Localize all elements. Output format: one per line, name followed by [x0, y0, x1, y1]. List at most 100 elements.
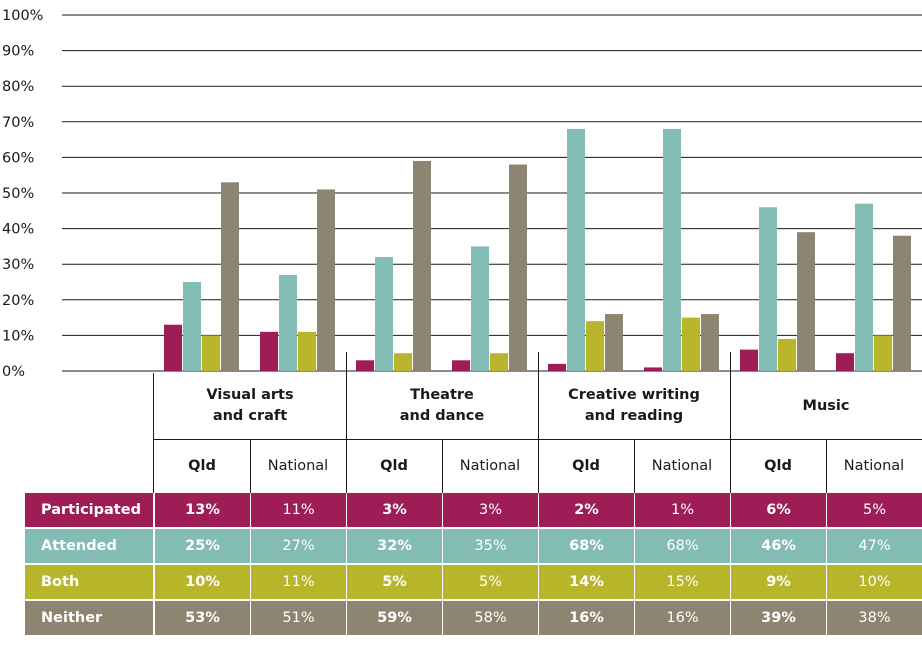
data-label: 10% — [155, 565, 250, 599]
data-label: 13% — [155, 493, 250, 527]
data-label: 53% — [155, 601, 250, 635]
group-label: Qld — [188, 458, 216, 474]
data-label: 5% — [347, 565, 442, 599]
data-label: 58% — [443, 601, 538, 635]
data-label: 5% — [827, 493, 922, 527]
bar-attended-0 — [183, 282, 201, 371]
data-label: 68% — [539, 529, 634, 563]
subheader-border — [826, 439, 827, 493]
data-label: 5% — [443, 565, 538, 599]
bar-participated-6 — [740, 349, 758, 371]
group-label: National — [459, 458, 521, 474]
data-label: 10% — [827, 565, 922, 599]
bar-participated-7 — [836, 353, 854, 371]
bar-attended-1 — [279, 274, 297, 371]
y-tick-label: 10% — [2, 328, 34, 344]
group-label: Qld — [572, 458, 600, 474]
header-border — [730, 373, 731, 493]
bar-both-6 — [778, 338, 796, 371]
row-label: Both — [25, 565, 153, 599]
data-label: 68% — [635, 529, 730, 563]
bar-neither-2 — [413, 160, 431, 371]
bar-participated-2 — [356, 360, 374, 371]
table-row-attended: Attended 25% 27% 32% 35% 68% 68% 46% 47% — [25, 529, 922, 563]
data-label: 35% — [443, 529, 538, 563]
bar-neither-5 — [701, 314, 719, 371]
category-header-row: Visual arts and craft Theatre and dance Cr… — [154, 373, 922, 439]
bar-attended-5 — [663, 128, 681, 371]
bar-neither-7 — [893, 235, 911, 371]
header-border — [538, 373, 539, 493]
subheader-border — [250, 439, 251, 493]
category-label: Creative writing and reading — [568, 387, 700, 424]
y-tick-label: 20% — [2, 293, 34, 309]
bar-neither-4 — [605, 314, 623, 371]
y-tick-label: 90% — [2, 44, 34, 60]
bar-attended-6 — [759, 207, 777, 371]
bar-chart: 0% 10% 20% 30% 40% 50% 60% 70% 80% 90% 100% — [2, 8, 922, 380]
bar-both-4 — [586, 321, 604, 371]
bar-both-3 — [490, 353, 508, 371]
bar-participated-3 — [452, 360, 470, 371]
category-label: Visual arts and craft — [206, 387, 294, 424]
category-label: Music — [802, 397, 850, 414]
data-label: 1% — [635, 493, 730, 527]
bar-attended-3 — [471, 246, 489, 371]
bar-neither-1 — [317, 189, 335, 371]
header-border — [346, 373, 347, 493]
row-label: Participated — [25, 493, 153, 527]
bar-participated-1 — [260, 331, 278, 371]
bar-both-5 — [682, 317, 700, 371]
data-label: 16% — [539, 601, 634, 635]
data-label: 11% — [251, 493, 346, 527]
data-label: 11% — [251, 565, 346, 599]
subheader-border — [442, 439, 443, 493]
data-label: 2% — [539, 493, 634, 527]
group-label: Qld — [380, 458, 408, 474]
group-label: National — [843, 458, 905, 474]
data-label: 51% — [251, 601, 346, 635]
bar-attended-4 — [567, 128, 585, 371]
row-label: Neither — [25, 601, 153, 635]
data-label: 3% — [347, 493, 442, 527]
bar-participated-0 — [164, 324, 182, 371]
data-label: 32% — [347, 529, 442, 563]
bar-both-2 — [394, 353, 412, 371]
y-tick-label: 80% — [2, 79, 34, 95]
group-label: Qld — [764, 458, 792, 474]
data-label: 14% — [539, 565, 634, 599]
y-tick-label: 50% — [2, 186, 34, 202]
data-label: 27% — [251, 529, 346, 563]
y-tick-label: 100% — [2, 8, 43, 24]
data-label: 39% — [731, 601, 826, 635]
bar-attended-2 — [375, 257, 393, 371]
data-label: 47% — [827, 529, 922, 563]
subheader-border — [634, 439, 635, 493]
data-label: 25% — [155, 529, 250, 563]
data-label: 46% — [731, 529, 826, 563]
bar-both-0 — [202, 335, 220, 371]
data-label: 3% — [443, 493, 538, 527]
table-row-both: Both 10% 11% 5% 5% 14% 15% 9% 10% — [25, 565, 922, 599]
bar-attended-7 — [855, 203, 873, 371]
bar-participated-5 — [644, 367, 662, 371]
data-label: 6% — [731, 493, 826, 527]
data-label: 38% — [827, 601, 922, 635]
y-tick-label: 0% — [2, 364, 25, 380]
group-label: National — [651, 458, 713, 474]
table-row-participated: Participated 13% 11% 3% 3% 2% 1% 6% 5% — [25, 493, 922, 527]
data-label: 16% — [635, 601, 730, 635]
group-header-row: Qld National Qld National Qld National Qld Nati… — [154, 439, 922, 493]
row-label: Attended — [25, 529, 153, 563]
data-label: 59% — [347, 601, 442, 635]
y-tick-label: 70% — [2, 115, 34, 131]
table-row-neither: Neither 53% 51% 59% 58% 16% 16% 39% 38% — [25, 601, 922, 635]
header-border-left — [153, 373, 154, 493]
bar-neither-0 — [221, 182, 239, 371]
bar-neither-3 — [509, 164, 527, 371]
bar-participated-4 — [548, 363, 566, 371]
category-label: Theatre and dance — [399, 387, 485, 424]
y-tick-label: 60% — [2, 150, 34, 166]
y-tick-label: 40% — [2, 222, 34, 238]
y-tick-label: 30% — [2, 257, 34, 273]
